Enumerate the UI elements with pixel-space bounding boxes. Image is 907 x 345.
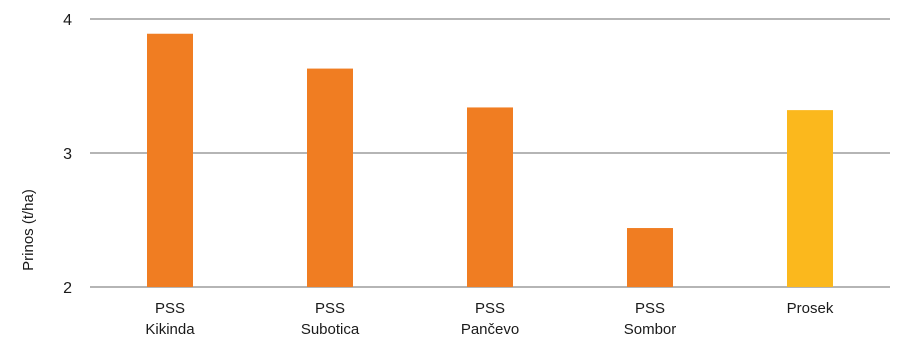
category-label: Kikinda <box>145 321 195 338</box>
category-label: Pančevo <box>461 321 519 338</box>
y-axis-title: Prinos (t/ha) <box>20 189 37 271</box>
category-label: PSS <box>315 300 345 317</box>
category-label: PSS <box>475 300 505 317</box>
bar <box>787 110 833 288</box>
bar <box>627 228 673 287</box>
y-tick-label: 3 <box>63 146 72 163</box>
y-tick-labels: 2 3 4 <box>63 12 72 297</box>
category-label: Prosek <box>787 300 834 317</box>
bar <box>467 107 513 287</box>
category-label: Subotica <box>301 321 360 338</box>
bars <box>147 33 833 288</box>
category-labels: PSS Kikinda PSS Subotica PSS Pančevo PSS Sombor… <box>145 300 833 338</box>
y-tick-label: 2 <box>63 280 72 297</box>
category-label: PSS <box>635 300 665 317</box>
category-label: PSS <box>155 300 185 317</box>
bar <box>147 33 193 287</box>
y-tick-label: 4 <box>63 12 72 29</box>
bar <box>307 68 353 287</box>
category-label: Sombor <box>624 321 677 338</box>
